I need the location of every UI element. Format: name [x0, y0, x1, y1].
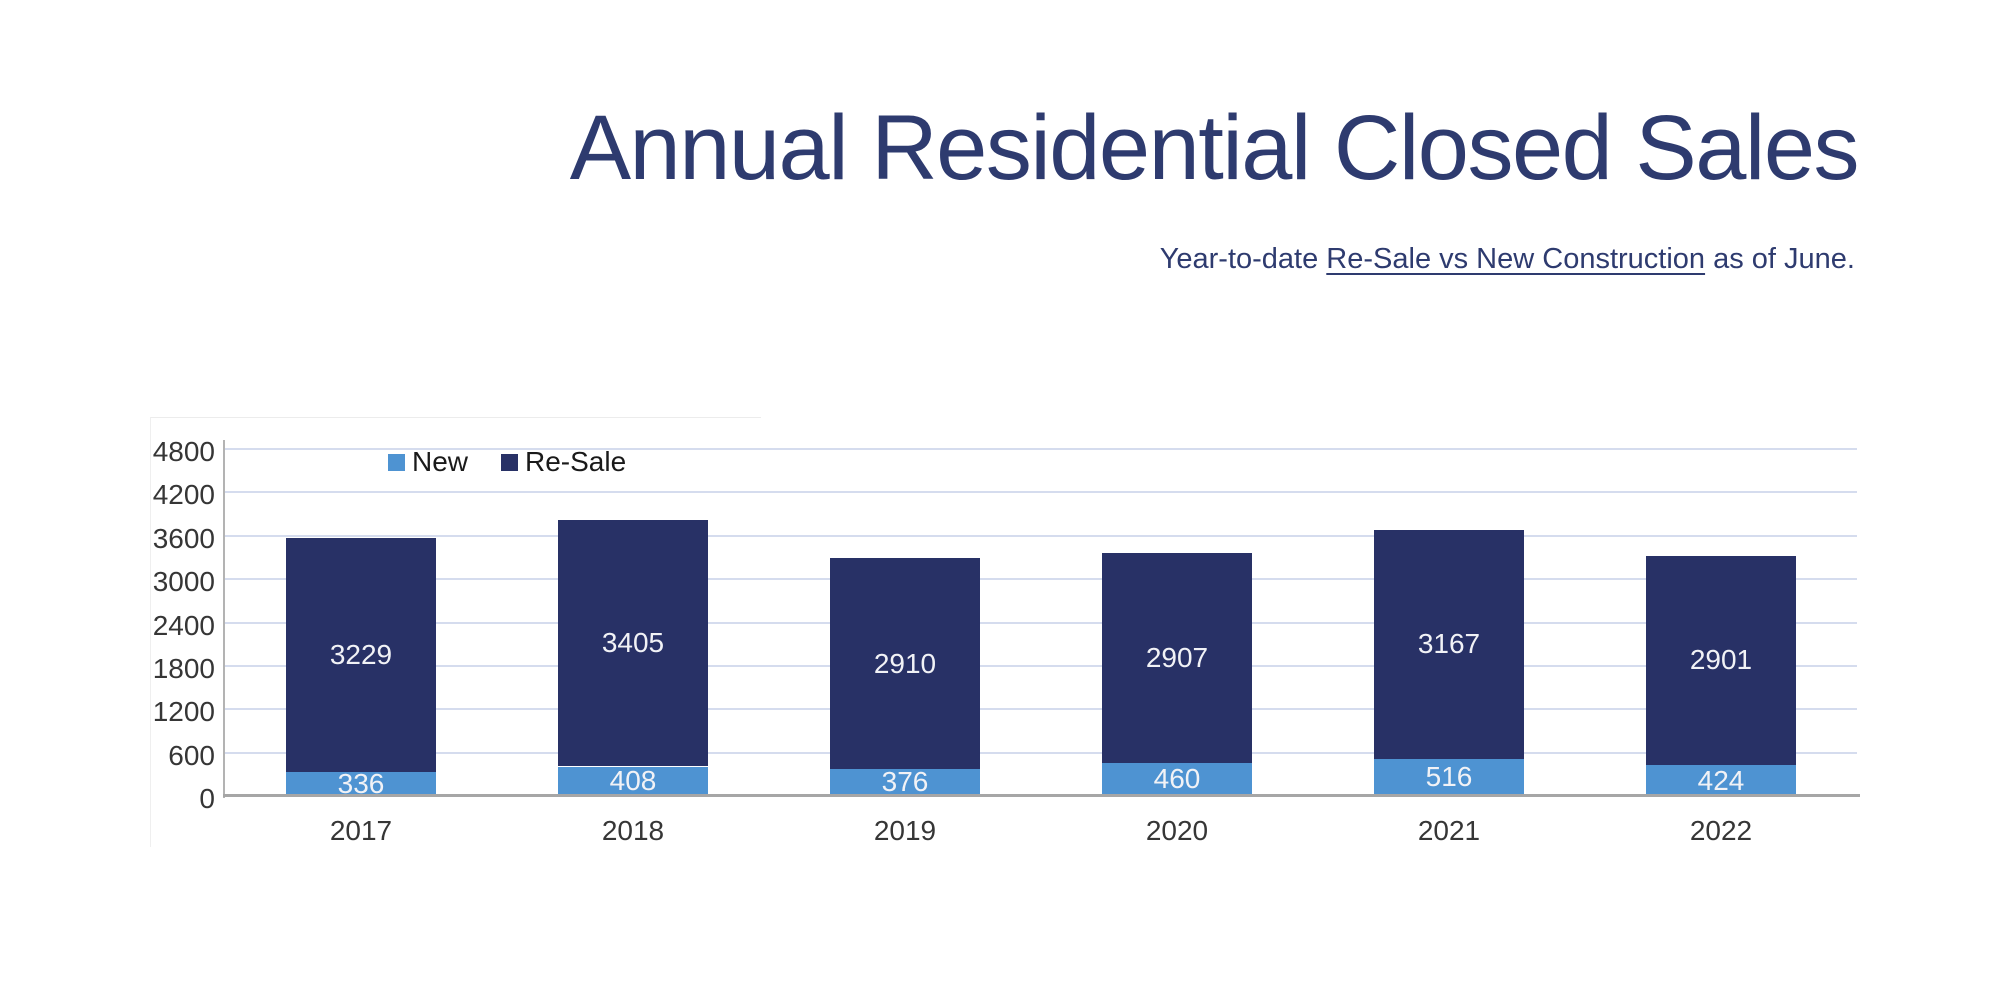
legend-item-re-sale: Re-Sale	[501, 448, 626, 476]
bar-value-resale-2017: 3229	[329, 638, 393, 670]
y-tick-label-1200: 1200	[152, 696, 215, 728]
legend-swatch-icon	[501, 453, 519, 471]
bar-value-new-2019: 376	[881, 766, 929, 798]
y-tick-label-4800: 4800	[152, 436, 215, 467]
gridline-3000	[225, 578, 1857, 581]
gridline-3600	[225, 534, 1857, 537]
legend-item-new: New	[388, 448, 468, 476]
legend-label: New	[412, 446, 469, 477]
bar-value-new-2022: 424	[1697, 764, 1745, 796]
subtitle-underlined: Re-Sale vs New Construction	[1326, 243, 1706, 275]
bar-segment-new-2018	[558, 766, 708, 796]
bar-value-new-2020: 460	[1153, 763, 1201, 795]
bar-value-resale-2019: 2910	[873, 647, 937, 679]
x-tick-label-2021: 2021	[1417, 815, 1481, 846]
subtitle-suffix: as of June.	[1705, 243, 1855, 275]
y-tick-label-600: 600	[168, 739, 215, 771]
x-axis-line	[223, 794, 1860, 797]
bar-value-resale-2022: 2901	[1689, 644, 1753, 676]
bar-segment-resale-2022	[1646, 555, 1796, 766]
bar-segment-resale-2020	[1102, 552, 1252, 763]
bar-segment-new-2022	[1646, 765, 1796, 796]
bar-segment-resale-2019	[830, 558, 980, 769]
gridline-4200	[225, 491, 1857, 494]
legend-label: Re-Sale	[525, 446, 627, 477]
y-tick-label-0: 0	[199, 783, 215, 814]
x-tick-label-2019: 2019	[873, 815, 937, 846]
x-tick-label-2022: 2022	[1689, 815, 1753, 846]
bar-value-new-2018: 408	[609, 765, 657, 797]
chart-legend: New Re-Sale	[388, 448, 626, 476]
bar-segment-resale-2017	[286, 538, 436, 772]
subtitle-prefix: Year-to-date	[1159, 243, 1327, 275]
bar-value-resale-2020: 2907	[1145, 641, 1209, 673]
x-tick-label-2018: 2018	[601, 815, 665, 846]
legend-swatch-icon	[388, 453, 405, 471]
y-tick-label-4200: 4200	[152, 479, 215, 511]
gridline-1800	[225, 664, 1857, 667]
y-tick-label-2400: 2400	[152, 609, 215, 641]
bar-segment-resale-2021	[1374, 529, 1524, 759]
y-tick-label-1800: 1800	[152, 652, 215, 684]
bar-segment-new-2021	[1374, 758, 1524, 796]
y-axis-line	[223, 440, 225, 798]
bar-value-resale-2018: 3405	[601, 627, 665, 659]
stacked-bar-chart: 0 600 1200 1800 2400 3000 3600 4200 4800 3229 336…	[153, 438, 1860, 845]
y-tick-label-3600: 3600	[152, 522, 215, 554]
bar-segment-new-2020	[1102, 762, 1252, 796]
x-tick-label-2020: 2020	[1145, 815, 1209, 846]
bar-segment-new-2017	[286, 771, 436, 796]
gridline-4800	[225, 448, 1857, 450]
bar-value-resale-2021: 3167	[1417, 628, 1481, 660]
chart-subtitle: Year-to-date Re-Sale vs New Construction…	[1160, 243, 1855, 276]
gridline-2400	[225, 621, 1857, 624]
page-title: Annual Residential Closed Sales	[569, 97, 1860, 199]
bar-value-new-2017: 336	[337, 767, 385, 799]
gridline-1200	[225, 708, 1857, 711]
gridline-600	[225, 751, 1857, 754]
bar-segment-resale-2018	[558, 520, 708, 767]
y-tick-label-3000: 3000	[152, 566, 215, 598]
bar-value-new-2021: 516	[1425, 761, 1473, 793]
x-tick-label-2017: 2017	[329, 815, 393, 846]
bar-segment-new-2019	[830, 768, 980, 796]
